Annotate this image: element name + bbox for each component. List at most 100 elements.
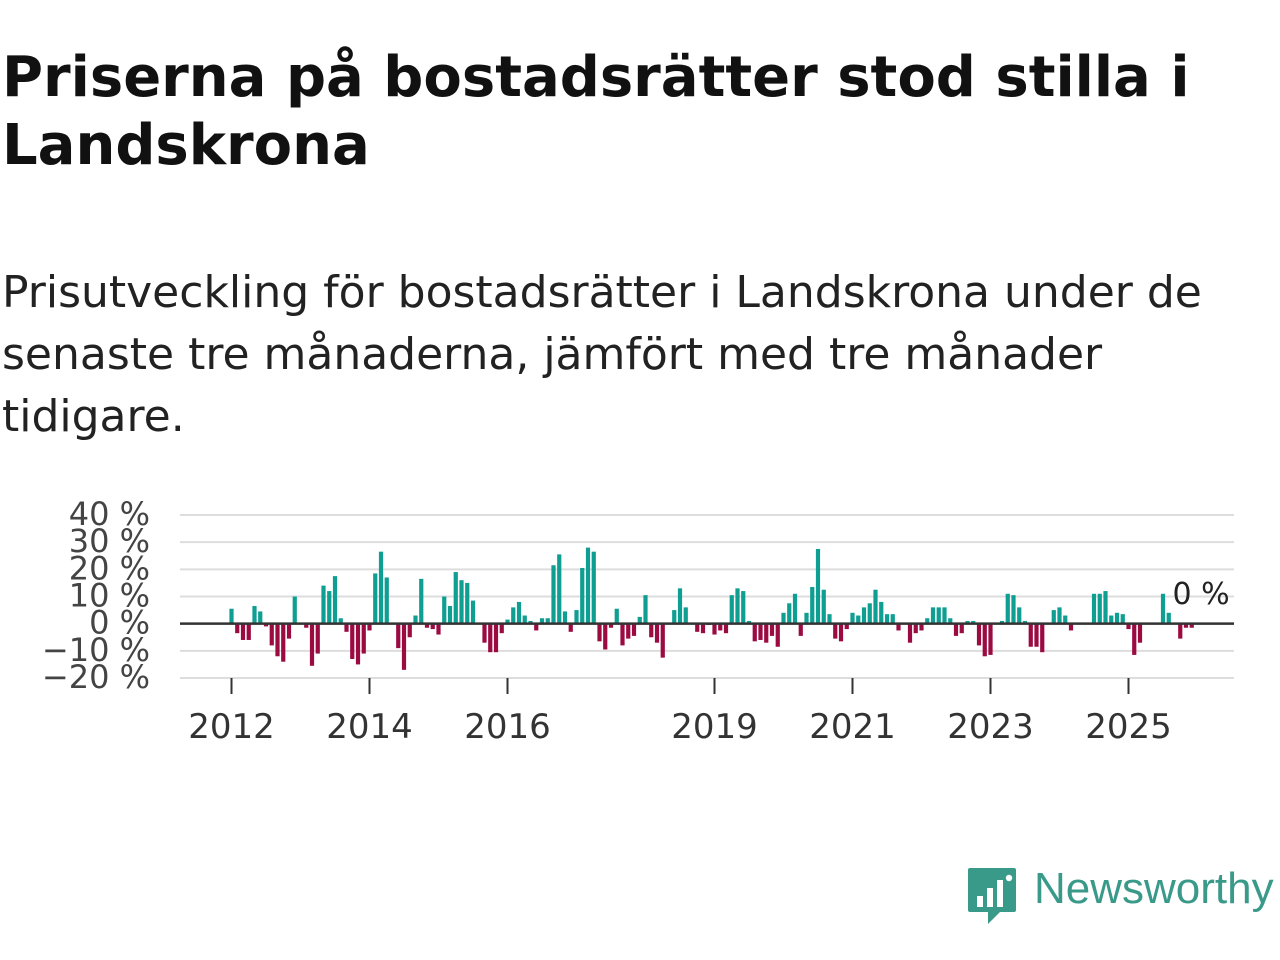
- bar: [787, 603, 792, 624]
- bar: [442, 596, 447, 624]
- bar: [321, 585, 326, 624]
- bar: [350, 623, 355, 659]
- x-tick-label: 2019: [671, 707, 758, 747]
- bar: [436, 623, 441, 635]
- bar: [913, 623, 918, 634]
- bar: [1011, 595, 1016, 624]
- bar: [810, 586, 815, 624]
- bar: [384, 577, 389, 624]
- bar: [338, 618, 343, 624]
- bar: [1189, 623, 1194, 628]
- bar: [1103, 591, 1108, 624]
- bar: [407, 623, 412, 638]
- y-tick-label: −20 %: [42, 658, 150, 696]
- bar: [700, 623, 706, 634]
- grid-lines: [180, 514, 1234, 679]
- bar: [1137, 623, 1143, 643]
- bar: [281, 623, 286, 662]
- bar: [378, 551, 384, 624]
- newsworthy-logo-icon: [968, 868, 1016, 924]
- bar: [1017, 607, 1022, 624]
- bar: [844, 623, 849, 630]
- bar: [798, 623, 803, 636]
- bar: [304, 623, 309, 628]
- bar: [942, 607, 947, 624]
- bar: [976, 623, 982, 646]
- bar: [948, 618, 953, 624]
- bar: [930, 607, 936, 624]
- bar: [597, 623, 602, 642]
- bar: [626, 623, 631, 639]
- bar: [884, 614, 890, 624]
- bar: [631, 623, 637, 636]
- bar: [263, 623, 269, 627]
- bar: [361, 623, 366, 654]
- bar: [1034, 623, 1039, 647]
- bar: [1183, 623, 1189, 628]
- bar: [729, 595, 734, 624]
- bar: [758, 623, 763, 640]
- bar: [723, 623, 729, 634]
- y-tick-label: 10 %: [69, 577, 150, 615]
- bar: [1109, 615, 1114, 624]
- bar: [551, 565, 556, 624]
- bar: [396, 623, 401, 649]
- bar: [562, 611, 568, 624]
- bar: [953, 623, 959, 636]
- bar: [1063, 615, 1068, 624]
- bar: [677, 588, 683, 624]
- bar: [643, 595, 648, 624]
- x-tick-label: 2012: [188, 707, 275, 747]
- bar: [516, 601, 522, 624]
- y-axis-tick-labels: 40 %30 %20 %10 %0 %−10 %−20 %: [42, 495, 150, 696]
- x-tick-label: 2016: [464, 707, 551, 747]
- bar: [654, 623, 660, 643]
- bar: [896, 623, 901, 631]
- bar: [712, 623, 717, 635]
- bar: [936, 607, 941, 624]
- bar: [1057, 607, 1062, 624]
- bar: [315, 623, 320, 654]
- bar: [919, 623, 924, 631]
- bar: [821, 589, 826, 624]
- bar: [591, 551, 596, 624]
- bar: [332, 576, 338, 624]
- bar: [470, 600, 476, 624]
- bar: [286, 623, 292, 639]
- bar: [1005, 593, 1010, 624]
- bar: [240, 623, 246, 640]
- bar: [856, 615, 861, 624]
- bar-chart: 40 %30 %20 %10 %0 %−10 %−20 % 2012 2014 20…: [42, 495, 1234, 747]
- bar: [1132, 623, 1137, 655]
- bar: [718, 623, 723, 631]
- bar: [534, 623, 539, 631]
- bar: [695, 623, 700, 632]
- bar: [620, 623, 625, 646]
- bar: [453, 572, 458, 624]
- bar: [833, 623, 838, 639]
- bar: [959, 623, 964, 634]
- bar: [603, 623, 608, 650]
- bar: [1160, 593, 1166, 624]
- x-axis: 2012 2014 2016 2019 2021 2023 2025: [188, 678, 1172, 747]
- bar: [873, 589, 878, 624]
- bar: [965, 620, 970, 624]
- bar: [447, 606, 453, 624]
- bar: [413, 615, 418, 624]
- bar: [511, 607, 516, 624]
- bar: [1022, 620, 1028, 624]
- bar: [373, 573, 378, 624]
- bar: [792, 593, 798, 624]
- bar: [1091, 593, 1097, 624]
- chart-title: Priserna på bostadsrätter stod stilla i …: [2, 45, 1190, 178]
- bar: [735, 588, 740, 624]
- bar: [649, 623, 654, 638]
- bar: [355, 623, 361, 665]
- bar: [890, 614, 895, 624]
- bar: [258, 611, 263, 624]
- bar: [488, 623, 493, 653]
- bar: [539, 618, 545, 624]
- bar: [861, 607, 867, 624]
- bar: [522, 615, 527, 624]
- bar: [879, 601, 884, 624]
